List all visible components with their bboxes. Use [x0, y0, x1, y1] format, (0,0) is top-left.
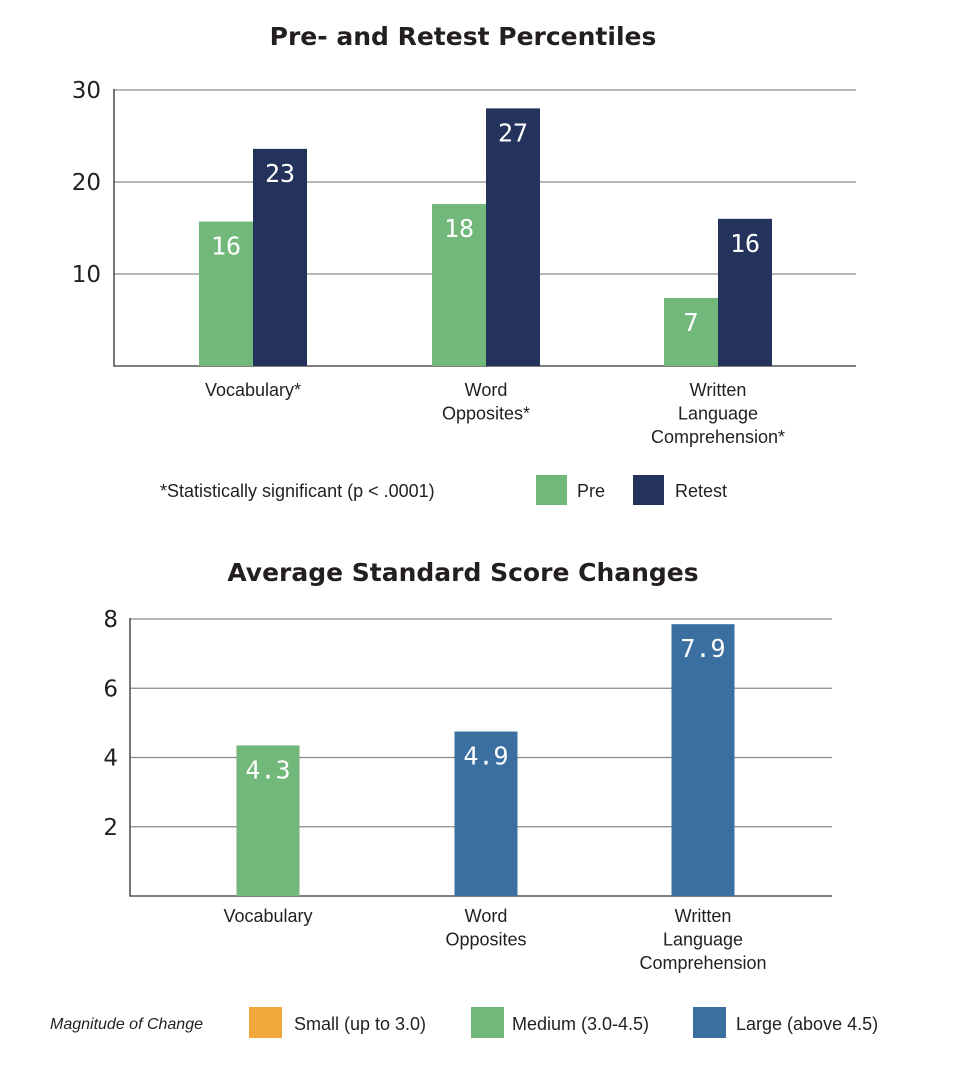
axis-frame	[129, 618, 832, 897]
magnitude-legend-title: Magnitude of Change	[50, 1016, 203, 1033]
y-tick-label: 6	[103, 676, 118, 702]
magnitude-swatch	[693, 1007, 726, 1038]
y-tick-label: 30	[72, 78, 101, 104]
bar-retest	[486, 108, 540, 367]
y-tick-label: 2	[103, 815, 118, 841]
bar-value-label: 18	[444, 214, 474, 243]
percentiles-chart: Pre- and Retest Percentiles 10 20 30 16 18 7…	[72, 22, 856, 505]
x-category-label: Comprehension	[639, 953, 766, 973]
bar-retest	[253, 148, 307, 366]
y-tick-label: 4	[103, 746, 118, 772]
bar-value-label: 4.3	[245, 755, 290, 784]
legend-label: Retest	[675, 481, 727, 501]
y-tick-label: 8	[103, 607, 118, 633]
magnitude-legend-label: Medium (3.0-4.5)	[512, 1014, 649, 1034]
legend-label: Pre	[577, 481, 605, 501]
x-category-label: Word	[465, 380, 508, 400]
y-tick-label: 20	[72, 170, 101, 196]
x-category-label: Word	[465, 906, 508, 926]
magnitude-swatch	[249, 1007, 282, 1038]
x-category-label: Opposites	[445, 930, 526, 950]
chart1-title: Pre- and Retest Percentiles	[270, 22, 657, 51]
bar-value-label: 16	[211, 232, 241, 261]
x-category-label: Vocabulary*	[205, 380, 301, 400]
bar-value-label: 7.9	[680, 634, 725, 663]
x-category-label: Language	[663, 930, 743, 950]
score-changes-chart: Average Standard Score Changes 2 4 6 8 4.3 4…	[50, 558, 878, 1038]
magnitude-swatch	[471, 1007, 504, 1038]
bar	[236, 745, 300, 896]
x-category-label: Comprehension*	[651, 427, 785, 447]
bar-pre	[199, 221, 253, 366]
legend-swatch-retest	[633, 475, 664, 505]
bar-retest	[718, 218, 772, 366]
bar-value-label: 4.9	[463, 742, 508, 771]
y-tick-label: 10	[72, 262, 101, 288]
chart1-footnote: *Statistically significant (p < .0001)	[160, 481, 435, 501]
bar-value-label: 7	[683, 308, 698, 337]
x-category-label: Written	[675, 906, 732, 926]
x-category-label: Language	[678, 404, 758, 424]
bar-pre	[432, 204, 486, 366]
legend-swatch-pre	[536, 475, 567, 505]
bar-pre	[664, 297, 718, 366]
bar-value-label: 16	[730, 229, 760, 258]
x-category-label: Written	[690, 380, 747, 400]
axis-frame	[113, 89, 856, 367]
bar	[454, 731, 518, 896]
x-category-label: Opposites*	[442, 404, 530, 424]
bar-value-label: 23	[265, 159, 295, 188]
magnitude-legend-label: Large (above 4.5)	[736, 1014, 878, 1034]
x-category-label: Vocabulary	[223, 906, 312, 926]
bar	[671, 624, 735, 896]
chart2-title: Average Standard Score Changes	[227, 558, 698, 587]
bar-value-label: 27	[498, 118, 528, 147]
magnitude-legend-label: Small (up to 3.0)	[294, 1014, 426, 1034]
